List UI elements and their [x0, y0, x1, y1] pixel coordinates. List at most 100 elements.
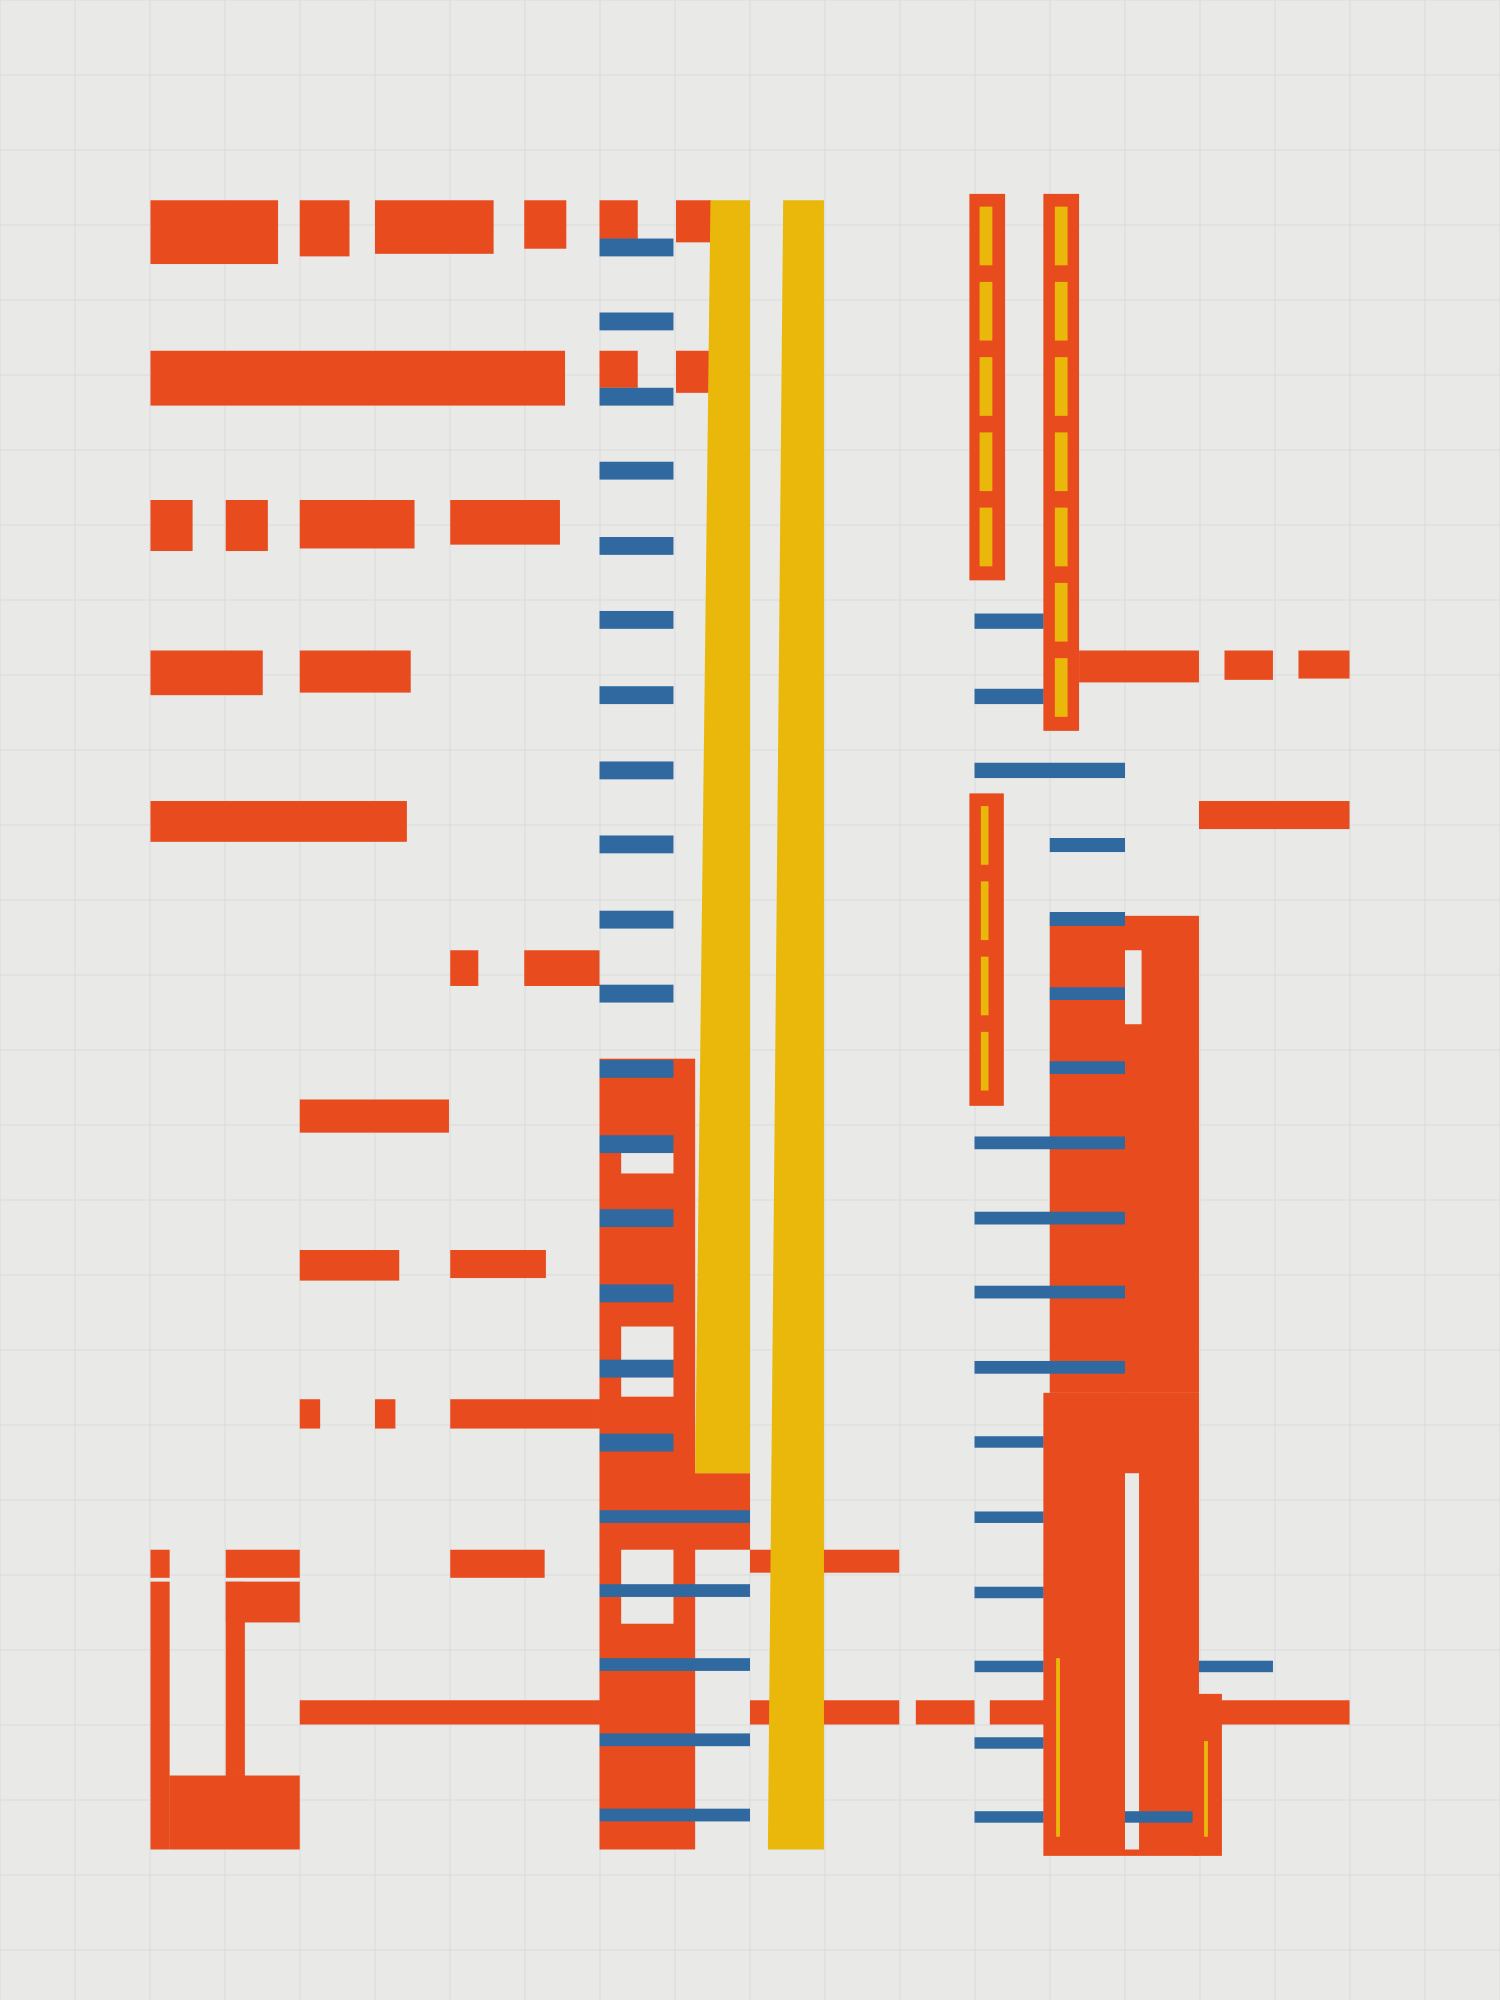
yellow-dash [1054, 357, 1068, 416]
blue-tick [599, 1808, 750, 1822]
blue-tick [599, 312, 674, 331]
yellow-dash [979, 432, 993, 492]
red-bar [299, 1700, 600, 1725]
blue-tick [1049, 1061, 1125, 1074]
red-bar [1224, 650, 1273, 680]
blue-tick [974, 1136, 1125, 1150]
red-bar [299, 200, 350, 257]
yellow-dash [980, 956, 989, 1016]
red-bar [1218, 1700, 1350, 1725]
tower-gap [1125, 950, 1142, 1025]
blue-tick [599, 461, 674, 480]
red-bar [375, 200, 494, 254]
red-bar [150, 500, 193, 552]
blue-tick [974, 1660, 1044, 1673]
red-bar [150, 350, 566, 406]
red-bar [676, 350, 712, 393]
blue-tick [599, 1584, 750, 1597]
yellow-band [695, 200, 750, 1474]
blue-tick [974, 1436, 1044, 1448]
blue-tick [974, 1511, 1044, 1523]
red-bar [150, 1549, 170, 1578]
red-bar [989, 1700, 1046, 1725]
blue-tick [1198, 1660, 1273, 1673]
blue-tick [599, 1209, 674, 1228]
yellow-dash [1054, 281, 1068, 341]
blue-tick [974, 1811, 1044, 1823]
blue-tick [1125, 1811, 1193, 1823]
yellow-dash [980, 1031, 989, 1091]
blue-tick [599, 1359, 674, 1378]
blue-tick [974, 1285, 1125, 1299]
yellow-dash [979, 507, 993, 567]
red-column [599, 1058, 696, 1850]
red-bar [524, 200, 567, 249]
red-bar [299, 1099, 449, 1133]
blue-tick [974, 762, 1125, 779]
red-bar [225, 500, 268, 552]
blue-tick [974, 688, 1044, 705]
red-bar [299, 650, 411, 693]
blue-tick [1049, 838, 1125, 853]
red-tower [1043, 1392, 1199, 1856]
red-bar [1079, 650, 1199, 683]
blue-tick [599, 1510, 750, 1523]
yellow-dash [1054, 432, 1068, 492]
blue-tick [1049, 987, 1125, 1000]
red-bar [225, 1581, 245, 1776]
yellow-dash [979, 206, 993, 266]
red-bar [1198, 801, 1350, 830]
red-bar [524, 950, 600, 986]
red-bar [299, 1399, 321, 1429]
red-bar [150, 200, 279, 265]
red-bar [150, 801, 407, 842]
yellow-dash [979, 357, 993, 416]
yellow-dash [1054, 658, 1068, 717]
yellow-dash [1204, 1741, 1208, 1837]
red-bar [450, 1399, 600, 1429]
blue-tick [599, 1135, 674, 1154]
red-bar [299, 500, 415, 549]
red-bar [450, 500, 560, 545]
red-bar [150, 1581, 170, 1850]
blue-tick [599, 1658, 750, 1671]
blue-tick [599, 536, 674, 555]
yellow-dash [979, 281, 993, 341]
yellow-dash [1054, 507, 1068, 567]
blue-tick [599, 761, 674, 780]
shapes [150, 193, 1350, 1856]
blue-tick [599, 910, 674, 929]
red-bar [450, 950, 479, 986]
red-bar [915, 1700, 975, 1725]
yellow-dash [1054, 582, 1068, 642]
red-bar [150, 650, 263, 696]
red-bar [599, 200, 638, 239]
blue-tick [599, 1059, 674, 1078]
yellow-band [767, 200, 824, 1850]
red-bar [1298, 650, 1350, 679]
blue-tick [974, 1737, 1044, 1749]
blue-tick [599, 835, 674, 854]
yellow-dash [980, 806, 989, 865]
red-bar [169, 1775, 300, 1850]
blue-tick [599, 1284, 674, 1303]
blue-tick [599, 1433, 674, 1452]
red-bar [225, 1549, 300, 1578]
yellow-dash [1056, 1658, 1060, 1837]
red-bar [450, 1250, 546, 1279]
blue-tick [974, 613, 1044, 629]
blue-tick [599, 238, 674, 257]
blue-tick [599, 1733, 750, 1747]
blue-tick [1049, 911, 1125, 927]
blue-tick [599, 984, 674, 1003]
yellow-dash [1054, 206, 1068, 266]
blue-tick [599, 610, 674, 629]
blue-tick [599, 686, 674, 705]
red-bar [299, 1250, 400, 1281]
blue-tick [599, 387, 674, 406]
blue-tick [974, 1586, 1044, 1599]
blue-tick [974, 1360, 1125, 1374]
yellow-dash [980, 881, 989, 941]
red-bar [599, 350, 638, 388]
